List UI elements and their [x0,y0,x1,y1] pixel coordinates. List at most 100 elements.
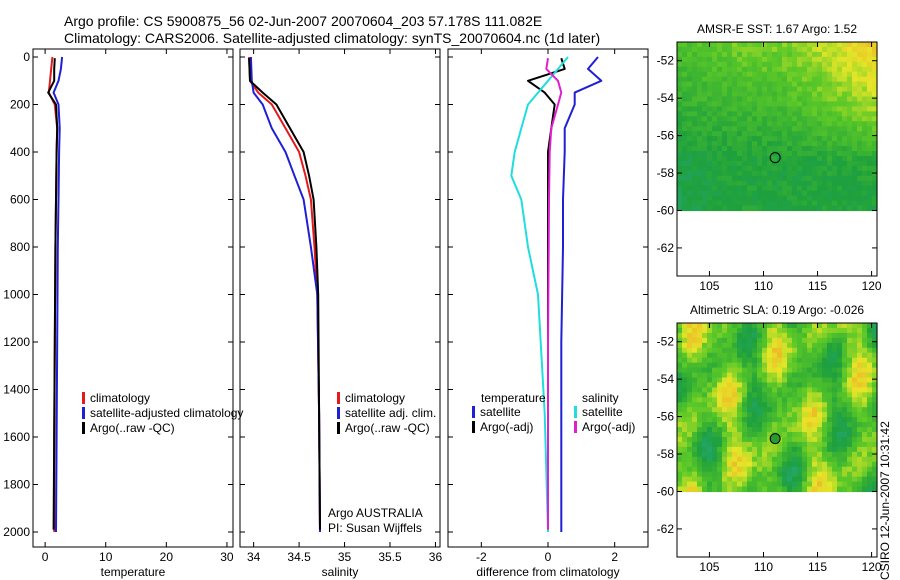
heatmap-cell [712,402,718,408]
heatmap-cell [767,461,773,468]
heatmap-cell [712,337,718,344]
heatmap-cell [822,451,828,458]
heatmap-cell [702,451,708,458]
heatmap-cell [787,337,793,344]
heatmap-cell [872,357,878,364]
heatmap-cell [797,392,803,398]
heatmap-cell [822,446,828,453]
legend-entry: satellite [582,405,623,419]
heatmap-cell [812,96,818,103]
heatmap-cell [737,342,743,349]
heatmap-cell [797,76,803,83]
heatmap-cell [712,352,718,359]
heatmap-cell [732,165,738,172]
heatmap-cell [817,190,823,197]
heatmap-cell [762,91,768,98]
heatmap-cell [852,56,858,63]
heatmap-cell [847,357,853,364]
heatmap-cell [687,352,693,359]
heatmap-cell [692,71,698,78]
heatmap-cell [717,61,723,68]
heatmap-cell [847,51,853,58]
heatmap-cell [747,422,753,428]
heatmap-cell [812,347,818,354]
heatmap-cell [842,461,848,468]
heatmap-cell [862,332,868,339]
heatmap-cell [697,476,703,483]
heatmap-cell [747,180,753,187]
heatmap-cell [772,56,778,63]
heatmap-cell [862,407,868,413]
heatmap-cell [732,56,738,63]
heatmap-cell [797,451,803,458]
heatmap-cell [827,387,833,393]
heatmap-cell [872,81,878,88]
heatmap-cell [852,46,858,53]
heatmap-cell [762,121,768,127]
heatmap-cell [762,46,768,53]
heatmap-cell [732,451,738,458]
heatmap-cell [707,407,713,413]
heatmap-cell [707,392,713,398]
heatmap-cell [847,347,853,354]
heatmap-cell [677,392,683,398]
heatmap-cell [862,86,868,93]
heatmap-cell [682,486,688,493]
heatmap-cell [872,66,878,73]
heatmap-cell [852,76,858,83]
y-tick-label: -56 [657,410,675,424]
heatmap-cell [682,101,688,108]
heatmap-cell [767,372,773,379]
heatmap-cell [867,76,873,83]
heatmap-cell [712,357,718,364]
heatmap-cell [857,195,863,202]
heatmap-cell [767,367,773,374]
heatmap-cell [852,362,858,369]
heatmap-cell [842,422,848,428]
heatmap-cell [782,76,788,83]
y-tick-label: -52 [657,335,675,349]
heatmap-cell [717,195,723,202]
heatmap-cell [767,342,773,349]
heatmap-cell [702,481,708,488]
heatmap-cell [677,61,683,68]
heatmap-cell [717,146,723,152]
heatmap-cell [717,471,723,478]
y-tick-label: 600 [10,193,30,207]
heatmap-cell [717,66,723,73]
heatmap-cell [822,141,828,147]
heatmap-cell [767,126,773,132]
heatmap-cell [732,126,738,132]
heatmap-cell [812,106,818,112]
heatmap-cell [762,337,768,344]
heatmap-cell [752,51,758,58]
heatmap-cell [857,66,863,73]
heatmap-cell [872,86,878,93]
heatmap-cell [702,106,708,112]
heatmap-cell [782,422,788,428]
heatmap-cell [782,200,788,207]
heatmap-cell [692,151,698,157]
heatmap-cell [732,402,738,408]
heatmap-cell [717,337,723,344]
y-tick-label: 400 [10,145,30,159]
heatmap-cell [817,323,823,329]
heatmap-cell [857,347,863,354]
heatmap-cell [677,146,683,152]
heatmap-cell [772,81,778,88]
heatmap-cell [807,456,813,463]
heatmap-cell [722,101,728,108]
heatmap-cell [827,165,833,172]
heatmap-cell [752,461,758,468]
heatmap-cell [777,151,783,157]
heatmap-cell [692,432,698,438]
heatmap-cell [832,200,838,207]
heatmap-cell [692,155,698,162]
heatmap-cell [837,200,843,207]
heatmap-cell [732,61,738,68]
heatmap-cell [787,165,793,172]
heatmap-cell [732,160,738,167]
heatmap-cell [772,342,778,349]
heatmap-cell [722,456,728,463]
heatmap-cell [692,392,698,398]
